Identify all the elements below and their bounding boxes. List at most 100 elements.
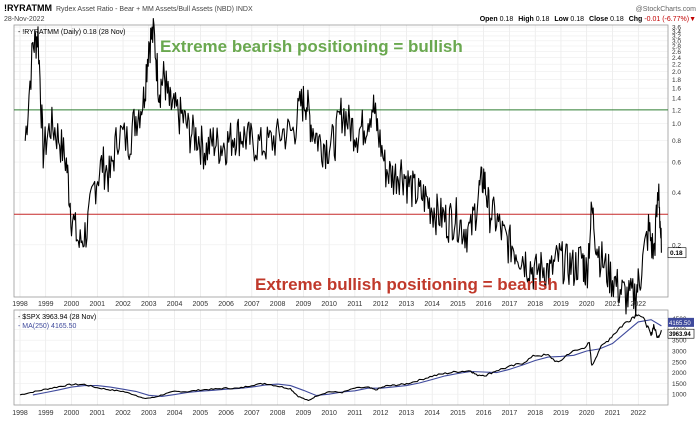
x-tick-label: 2021 bbox=[605, 301, 621, 308]
y-tick-label: 2500 bbox=[672, 359, 687, 366]
y-tick-label: 2.8 bbox=[672, 43, 681, 50]
y-tick-label: 3.2 bbox=[672, 33, 681, 40]
bottom-panel-frame bbox=[13, 309, 669, 406]
tag-box bbox=[667, 247, 687, 259]
y-tick-label: 2.6 bbox=[672, 49, 681, 56]
y-tick-label: 1000 bbox=[672, 392, 687, 399]
x-tick-label: 2019 bbox=[553, 410, 569, 417]
y-tick-label: 3500 bbox=[672, 338, 687, 345]
x-tick-label: 2009 bbox=[296, 410, 312, 417]
y-tick-label: 2.2 bbox=[672, 62, 681, 69]
y-tick-label: 0.4 bbox=[672, 190, 681, 197]
y-tick-label: 3.6 bbox=[672, 25, 681, 32]
x-tick-label: 2015 bbox=[450, 301, 466, 308]
legend-top: - !RYRATMM (Daily) 0.18 (28 Nov) bbox=[18, 29, 125, 36]
x-tick-label: 2022 bbox=[630, 410, 646, 417]
x-tick-label: 2004 bbox=[167, 410, 183, 417]
series-line-spx bbox=[19, 313, 662, 402]
tag-text: 3963.94 bbox=[669, 332, 691, 338]
x-tick-label: 2012 bbox=[373, 410, 389, 417]
y-tick-label: 0.2 bbox=[672, 242, 681, 249]
y-tick-label: 0.6 bbox=[672, 160, 681, 167]
last-value-tag-spx: 3963.94 bbox=[667, 328, 695, 339]
x-tick-label: 2001 bbox=[89, 410, 105, 417]
top-panel-frame bbox=[13, 24, 669, 298]
tag-box bbox=[667, 328, 695, 339]
x-tick-label: 2007 bbox=[244, 410, 260, 417]
x-tick-label: 2003 bbox=[141, 301, 157, 308]
tag-text: 4165.50 bbox=[669, 321, 691, 327]
x-tick-label: 1998 bbox=[12, 410, 28, 417]
header-description: Rydex Asset Ratio - Bear + MM Assets/Bul… bbox=[56, 6, 253, 13]
bottom-x-axis-ticks: 1998 1999 2000 2001 2002 2003 2004 2005 2006 2007… bbox=[12, 410, 646, 417]
y-tick-label: 1.0 bbox=[672, 121, 681, 128]
x-tick-label: 2005 bbox=[193, 301, 209, 308]
x-tick-label: 2016 bbox=[476, 410, 492, 417]
x-tick-label: 2013 bbox=[399, 301, 415, 308]
x-tick-label: 2001 bbox=[89, 301, 105, 308]
x-tick-label: 1999 bbox=[38, 410, 54, 417]
x-tick-label: 2010 bbox=[321, 301, 337, 308]
last-value-tag-ma: 4165.50 bbox=[668, 317, 694, 327]
legend-bottom-ma: - MA(250) 4165.50 bbox=[18, 323, 76, 330]
x-tick-label: 2002 bbox=[115, 301, 131, 308]
annotation-bearish: Extreme bearish positioning = bullish bbox=[160, 37, 463, 56]
top-y-axis-ticks: 3.63.43.23.02.82.62.42.22.01.8 1.6 1.4 1.2 1… bbox=[672, 25, 681, 250]
top-x-axis-ticks: 1998 1999 2000 2001 2002 2003 2004 2005 2006 2007… bbox=[12, 301, 646, 308]
x-tick-label: 2020 bbox=[579, 410, 595, 417]
header-source: @StockCharts.com bbox=[636, 6, 697, 13]
x-tick-label: 2005 bbox=[193, 410, 209, 417]
x-tick-label: 2008 bbox=[270, 301, 286, 308]
x-tick-label: 2014 bbox=[424, 301, 440, 308]
x-tick-label: 2011 bbox=[347, 410, 362, 417]
x-tick-label: 2012 bbox=[373, 301, 389, 308]
y-tick-label: 2000 bbox=[672, 370, 687, 377]
tag-box bbox=[668, 317, 694, 327]
y-tick-label: 1.4 bbox=[672, 96, 681, 103]
annotation-bullish: Extreme bullish positioning = bearish bbox=[255, 275, 558, 294]
y-tick-label: 1500 bbox=[672, 381, 687, 388]
y-tick-label: 3.0 bbox=[672, 38, 681, 45]
y-tick-label: 2.4 bbox=[672, 55, 681, 62]
legend-bottom-spx: - $SPX 3963.94 (28 Nov) bbox=[18, 314, 96, 321]
x-tick-label: 1998 bbox=[12, 301, 28, 308]
x-tick-label: 2019 bbox=[553, 301, 569, 308]
y-tick-label: 1.6 bbox=[672, 86, 681, 93]
y-tick-label: 1.8 bbox=[672, 77, 681, 84]
tag-text: 0.18 bbox=[670, 250, 683, 257]
x-tick-label: 2002 bbox=[115, 410, 131, 417]
header-quote: Open 0.18 High 0.18 Low 0.18 Close 0.18 Chg -0.01… bbox=[480, 16, 696, 23]
x-tick-label: 2017 bbox=[502, 301, 518, 308]
x-tick-label: 2018 bbox=[527, 410, 543, 417]
header-date: 28-Nov-2022 bbox=[4, 16, 45, 23]
x-tick-label: 1999 bbox=[38, 301, 54, 308]
x-tick-label: 2000 bbox=[64, 410, 80, 417]
x-tick-label: 2014 bbox=[424, 410, 440, 417]
x-tick-label: 2015 bbox=[450, 410, 466, 417]
x-tick-label: 2010 bbox=[321, 410, 337, 417]
x-tick-label: 2022 bbox=[630, 301, 646, 308]
x-tick-label: 2006 bbox=[218, 301, 234, 308]
x-tick-label: 2017 bbox=[502, 410, 518, 417]
header-symbol: !RYRATMM bbox=[4, 3, 52, 13]
x-tick-label: 2000 bbox=[64, 301, 80, 308]
x-tick-label: 2004 bbox=[167, 301, 183, 308]
y-tick-label: 2.0 bbox=[672, 69, 681, 76]
y-tick-label: 0.8 bbox=[672, 138, 681, 145]
y-tick-label: 3000 bbox=[672, 349, 687, 356]
series-line-spx-ma250 bbox=[32, 319, 662, 397]
x-tick-label: 2003 bbox=[141, 410, 157, 417]
last-value-tag-ratio: 0.18 bbox=[667, 247, 687, 259]
x-tick-label: 2020 bbox=[579, 301, 595, 308]
y-tick-label: 1.2 bbox=[672, 107, 681, 114]
x-tick-label: 2008 bbox=[270, 410, 286, 417]
x-tick-label: 2006 bbox=[218, 410, 234, 417]
x-tick-label: 2011 bbox=[347, 301, 362, 308]
x-tick-label: 2021 bbox=[605, 410, 621, 417]
series-line-rydex-ratio bbox=[24, 17, 662, 317]
x-tick-label: 2018 bbox=[527, 301, 543, 308]
last-value-tags: 0.18 4165.50 3963.94 bbox=[667, 247, 695, 339]
x-tick-label: 2007 bbox=[244, 301, 260, 308]
